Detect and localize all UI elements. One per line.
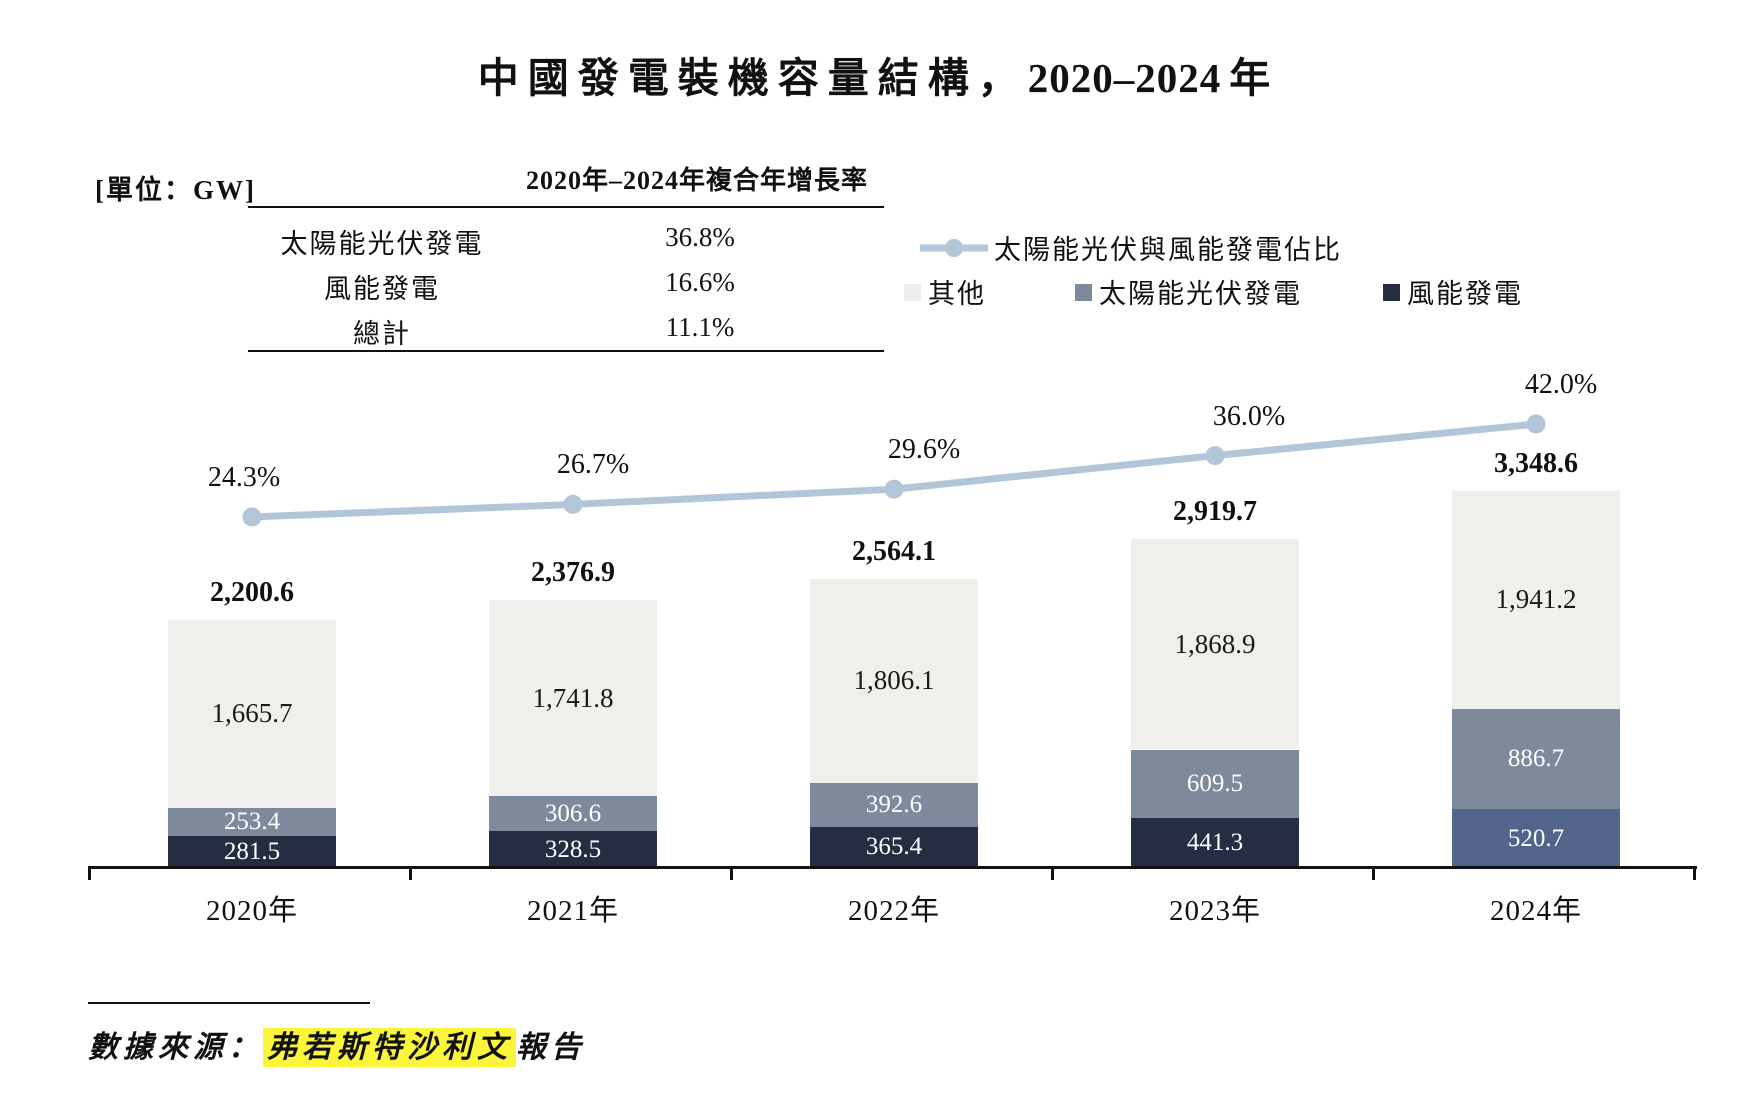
cagr-row-value-total: 11.1%	[665, 312, 735, 342]
bar-segment-other-2023年: 1,868.9	[1131, 538, 1299, 750]
x-axis-label: 2021年	[526, 895, 619, 927]
bar-value-label: 1,941.2	[1495, 584, 1577, 615]
bar-value-label: 886.7	[1507, 745, 1565, 773]
bar-value-label: 328.5	[544, 835, 602, 863]
line-point-marker	[242, 507, 262, 527]
legend-item-other-label: 其他	[928, 279, 986, 309]
footnote-rule	[88, 1002, 370, 1004]
bar-segment-other-2021年: 1,741.8	[489, 600, 657, 797]
bar-segment-solar-2020年: 253.4	[168, 807, 336, 837]
bar-segment-other-2022年: 1,806.1	[810, 579, 978, 783]
bar-value-label: 520.7	[1507, 824, 1565, 852]
x-axis-tick	[1693, 866, 1696, 880]
bar-value-label: 281.5	[223, 838, 281, 866]
bar-total-label: 2,200.6	[210, 577, 294, 608]
bar-segment-solar-2023年: 609.5	[1131, 749, 1299, 819]
bar-total-label: 2,564.1	[852, 536, 936, 567]
bar-value-label: 253.4	[223, 807, 281, 835]
line-point-marker	[1205, 446, 1225, 466]
legend-line-item: 太陽能光伏與風能發電佔比	[918, 228, 1342, 267]
source-prefix: 數據來源：	[88, 1031, 263, 1064]
cagr-row-value-solar: 36.8%	[665, 222, 735, 252]
bar-value-label: 1,868.9	[1174, 628, 1256, 659]
bar-value-label: 441.3	[1186, 829, 1244, 857]
cagr-table-header: 2020年–2024年複合年增長率	[525, 166, 868, 195]
bar-total-label: 2,376.9	[531, 557, 615, 589]
chart-title-years: 2020–2024	[1027, 55, 1222, 101]
bar-segment-other-2020年: 1,665.7	[168, 620, 336, 808]
line-marker-icon	[920, 238, 988, 257]
chart-title-suffix: 年	[1229, 55, 1271, 101]
x-axis-tick	[88, 866, 91, 880]
bar-value-label: 365.4	[865, 833, 923, 861]
legend-item-solar: 太陽能光伏發電	[1075, 272, 1302, 311]
x-axis-tick	[730, 866, 733, 880]
bar-value-label: 1,665.7	[211, 698, 293, 729]
legend-line-label: 太陽能光伏與風能發電佔比	[994, 235, 1342, 265]
x-axis-tick	[409, 866, 412, 880]
square-swatch-icon	[1383, 284, 1400, 301]
line-pct-label: 26.7%	[556, 449, 630, 481]
bar-segment-solar-2024年: 886.7	[1452, 709, 1620, 810]
bar-segment-wind-2021年: 328.5	[489, 831, 657, 868]
cagr-row-label-solar: 太陽能光伏發電	[280, 229, 484, 259]
line-pct-label: 36.0%	[1212, 400, 1286, 432]
line-point-marker	[1526, 414, 1546, 434]
source-suffix: 報告	[516, 1031, 586, 1064]
bar-value-label: 1,806.1	[853, 665, 935, 696]
x-axis-tick	[1051, 866, 1054, 880]
bar-value-label: 306.6	[544, 799, 602, 827]
bar-segment-wind-2024年: 520.7	[1452, 809, 1620, 868]
legend-item-wind-label: 風能發電	[1407, 279, 1523, 309]
legend-item-solar-label: 太陽能光伏發電	[1099, 279, 1302, 309]
cagr-row-value-wind: 16.6%	[665, 267, 735, 297]
x-axis-tick	[1372, 866, 1375, 880]
bar-segment-other-2024年: 1,941.2	[1452, 490, 1620, 710]
x-axis-label: 2020年	[205, 895, 298, 927]
bar-total-label: 2,919.7	[1173, 495, 1257, 527]
source-note: 數據來源： 弗若斯特沙利文 報告	[88, 1022, 586, 1067]
unit-label: [單位：GW]	[95, 175, 256, 205]
line-point-marker	[563, 494, 583, 514]
bar-segment-wind-2022年: 365.4	[810, 826, 978, 868]
bar-segment-wind-2020年: 281.5	[168, 836, 336, 868]
line-point-marker	[884, 479, 904, 499]
cagr-row-label-wind: 風能發電	[324, 274, 440, 304]
source-highlight: 弗若斯特沙利文	[263, 1028, 516, 1067]
square-swatch-icon	[1075, 284, 1092, 301]
bar-value-label: 1,741.8	[532, 682, 614, 713]
bar-segment-solar-2021年: 306.6	[489, 796, 657, 831]
legend-item-wind: 風能發電	[1383, 272, 1523, 311]
bar-value-label: 609.5	[1186, 769, 1244, 797]
x-axis-label: 2024年	[1489, 895, 1582, 927]
bar-total-label: 3,348.6	[1494, 447, 1578, 479]
x-axis-line	[88, 866, 1697, 869]
line-pct-label: 29.6%	[887, 434, 961, 466]
table-rule-bottom	[248, 350, 884, 352]
x-axis-label: 2022年	[847, 895, 940, 927]
bar-value-label: 392.6	[865, 790, 923, 818]
x-axis-label: 2023年	[1168, 895, 1261, 927]
table-rule-top	[248, 206, 884, 208]
square-swatch-icon	[904, 284, 921, 301]
legend-item-other: 其他	[904, 272, 986, 311]
chart-title: 中國發電裝機容量結構，2020–2024 年	[0, 44, 1748, 104]
cagr-row-label-total: 總計	[353, 319, 411, 349]
bar-segment-solar-2022年: 392.6	[810, 782, 978, 827]
line-pct-label: 42.0%	[1524, 369, 1598, 400]
chart-title-main: 中國發電裝機容量結構，	[477, 55, 1028, 101]
bar-segment-wind-2023年: 441.3	[1131, 818, 1299, 868]
line-pct-label: 24.3%	[207, 462, 281, 493]
